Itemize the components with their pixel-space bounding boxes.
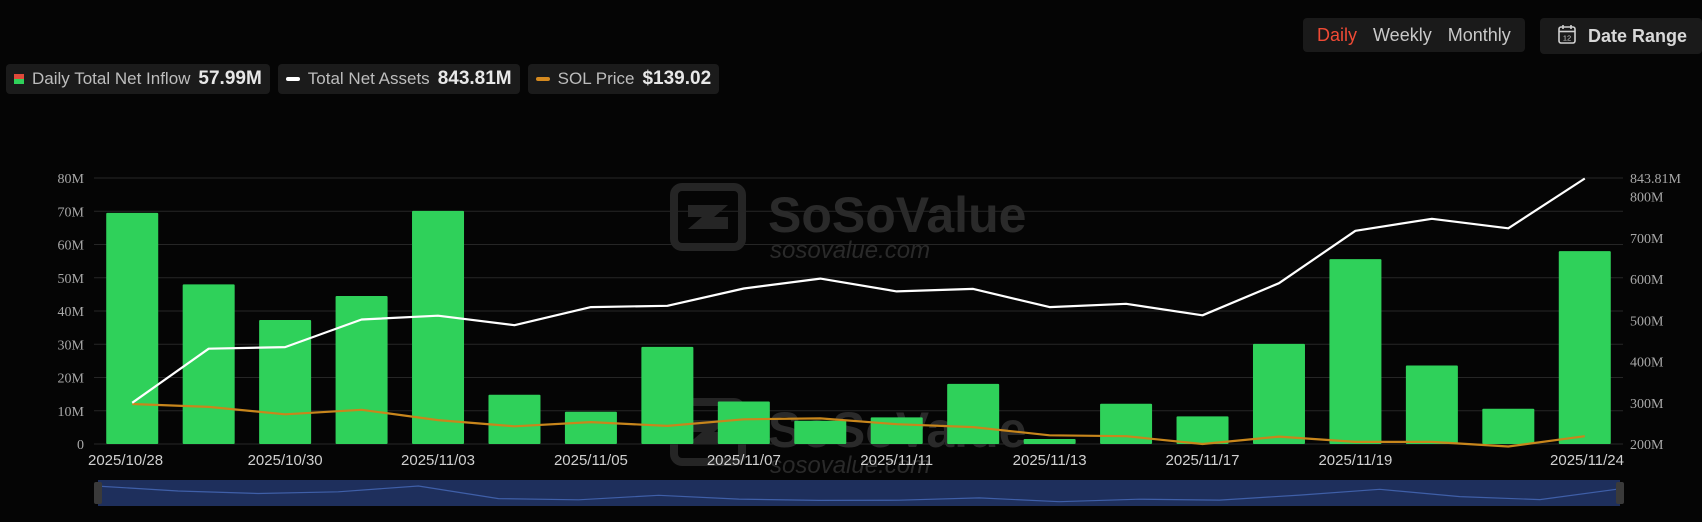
white-line-icon bbox=[285, 77, 300, 81]
inflow-bar bbox=[106, 212, 159, 444]
inflow-bar bbox=[412, 210, 465, 444]
right-axis-last-value-label: 843.81M bbox=[1630, 172, 1682, 187]
x-axis-tick-label: 2025/10/30 bbox=[248, 452, 323, 469]
watermark-site: sosovalue.com bbox=[770, 237, 930, 264]
date-range-label: Date Range bbox=[1588, 25, 1688, 46]
inflow-bar bbox=[488, 394, 541, 444]
inflow-bar bbox=[182, 284, 235, 444]
inflow-bar bbox=[1329, 259, 1382, 444]
watermark-site: sosovalue.com bbox=[770, 452, 930, 479]
legend-item-sol-price[interactable]: SOL Price $139.02 bbox=[527, 64, 720, 94]
net-assets-line bbox=[131, 177, 1586, 404]
date-range-button[interactable]: 12 Date Range bbox=[1540, 18, 1702, 54]
navigator-right-handle bbox=[1616, 482, 1624, 504]
period-daily-button[interactable]: Daily bbox=[1317, 24, 1358, 45]
left-axis-tick-label: 60M bbox=[58, 239, 85, 254]
lines bbox=[131, 177, 1586, 448]
navigator-series-line bbox=[97, 485, 1621, 503]
x-axis-tick-label: 2025/11/03 bbox=[401, 452, 475, 469]
legend-item-net-assets[interactable]: Total Net Assets 843.81M bbox=[277, 64, 520, 94]
right-axis-tick-label: 500M bbox=[1630, 314, 1664, 329]
period-monthly-button[interactable]: Monthly bbox=[1447, 24, 1511, 45]
navigator-left-handle bbox=[94, 482, 102, 504]
x-axis-tick-label: 2025/11/24 bbox=[1550, 452, 1624, 469]
inflow-bar bbox=[870, 417, 923, 444]
inflow-bar bbox=[1252, 343, 1305, 444]
inflow-bar bbox=[1100, 403, 1153, 444]
axes: 0 10M 20M 30M 40M 50M 60M 70M 80M 200M 300M 400M 500… bbox=[58, 172, 1682, 469]
legend-label: Total Net Assets bbox=[307, 69, 430, 88]
orange-line-icon bbox=[535, 77, 550, 81]
left-axis-tick-label: 70M bbox=[58, 205, 85, 220]
navigator-track bbox=[98, 480, 1620, 506]
inflow-bar bbox=[1482, 408, 1535, 444]
x-axis-tick-label: 2025/10/28 bbox=[88, 452, 163, 469]
legend-label: Daily Total Net Inflow bbox=[32, 69, 191, 88]
legend: Daily Total Net Inflow 57.99M Total Net … bbox=[6, 64, 720, 94]
period-weekly-button[interactable]: Weekly bbox=[1373, 24, 1432, 45]
right-axis-tick-label: 600M bbox=[1630, 273, 1664, 288]
sosovalue-logo-icon bbox=[670, 183, 746, 251]
bars bbox=[106, 210, 1611, 444]
x-axis-tick-label: 2025/11/17 bbox=[1166, 452, 1240, 469]
calendar-icon: 12 bbox=[1558, 24, 1576, 49]
inflow-bar bbox=[947, 383, 1000, 444]
left-axis-tick-label: 80M bbox=[58, 172, 85, 187]
inflow-bar bbox=[564, 411, 617, 444]
svg-text:12: 12 bbox=[1563, 33, 1571, 42]
legend-value: $139.02 bbox=[642, 68, 712, 89]
legend-value: 57.99M bbox=[198, 68, 262, 89]
left-axis-tick-label: 30M bbox=[58, 338, 85, 353]
inflow-bar bbox=[717, 401, 770, 444]
right-axis-tick-label: 400M bbox=[1630, 356, 1664, 371]
inflow-bar bbox=[641, 346, 694, 444]
left-axis-tick-label: 50M bbox=[58, 272, 85, 287]
legend-item-net-inflow[interactable]: Daily Total Net Inflow 57.99M bbox=[6, 64, 270, 94]
left-axis-tick-label: 0 bbox=[77, 438, 84, 453]
left-axis-tick-label: 10M bbox=[58, 405, 85, 420]
right-axis-tick-label: 300M bbox=[1630, 397, 1664, 412]
inflow-bar bbox=[1023, 439, 1076, 444]
right-axis-tick-label: 800M bbox=[1630, 191, 1664, 206]
inflow-bar bbox=[259, 319, 312, 444]
x-axis-tick-label: 2025/11/11 bbox=[860, 452, 933, 469]
watermark-brand: SoSoValue bbox=[768, 187, 1026, 243]
navigator[interactable] bbox=[94, 480, 1624, 506]
inflow-bar bbox=[1176, 416, 1229, 444]
x-axis-tick-label: 2025/11/13 bbox=[1013, 452, 1087, 469]
right-axis-tick-label: 200M bbox=[1630, 438, 1664, 453]
inflow-bar bbox=[1558, 251, 1611, 444]
left-axis-tick-label: 40M bbox=[58, 305, 85, 320]
left-axis-tick-label: 20M bbox=[58, 372, 85, 387]
sol-price-line bbox=[132, 402, 1585, 448]
period-toggle: Daily Weekly Monthly bbox=[1303, 18, 1525, 52]
right-axis-tick-label: 700M bbox=[1630, 232, 1664, 247]
bar-swatch-icon bbox=[14, 74, 24, 84]
x-axis-tick-label: 2025/11/19 bbox=[1318, 452, 1392, 469]
legend-value: 843.81M bbox=[437, 68, 512, 89]
x-axis-tick-label: 2025/11/05 bbox=[554, 452, 628, 469]
inflow-bar bbox=[335, 296, 388, 444]
inflow-bar bbox=[1405, 365, 1458, 444]
x-axis-tick-label: 2025/11/07 bbox=[707, 452, 781, 469]
inflow-bar bbox=[794, 420, 847, 444]
legend-label: SOL Price bbox=[557, 69, 635, 88]
